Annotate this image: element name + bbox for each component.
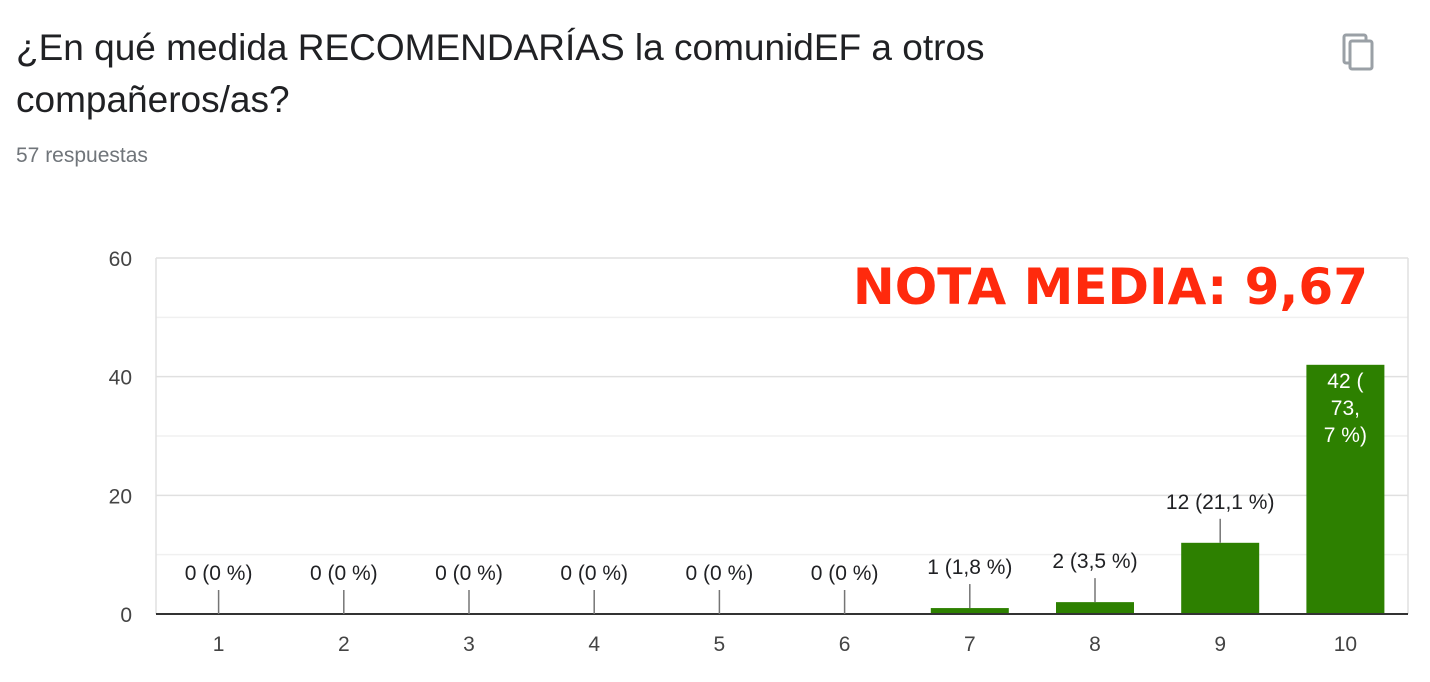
x-tick-label: 4 (588, 633, 600, 656)
bar (930, 608, 1009, 614)
response-count: 57 respuestas (16, 144, 148, 167)
y-tick-label: 0 (120, 604, 132, 627)
question-title: ¿En qué medida RECOMENDARÍAS la comunidE… (16, 27, 985, 120)
y-tick-label: 60 (109, 248, 132, 271)
data-label: 0 (0 %) (185, 562, 253, 585)
data-label: 12 (21,1 %) (1166, 491, 1275, 514)
bar (1306, 364, 1385, 614)
data-label: 0 (0 %) (686, 562, 754, 585)
data-labels: 0 (0 %) 0 (0 %) 0 (0 %) 0 (0 %) 0 (0 %) 0 (0 … (185, 370, 1367, 614)
data-label: 0 (0 %) (435, 562, 503, 585)
bar (1181, 542, 1260, 614)
data-label: 7 %) (1324, 424, 1367, 447)
x-axis-ticks: 1 2 3 4 5 6 7 8 9 10 (156, 613, 1408, 656)
y-axis-ticks: 0 20 40 60 (109, 248, 132, 627)
x-tick-label: 10 (1334, 633, 1357, 656)
bar (1056, 602, 1134, 614)
x-tick-label: 1 (213, 633, 225, 656)
data-label: 0 (0 %) (310, 562, 378, 585)
copy-icon (1342, 33, 1374, 71)
x-tick-label: 6 (839, 633, 851, 656)
data-label: 0 (0 %) (811, 562, 879, 585)
data-label: 73, (1331, 397, 1360, 420)
data-label: 1 (1,8 %) (927, 556, 1012, 579)
y-tick-label: 20 (109, 485, 132, 508)
bars (930, 364, 1385, 614)
x-tick-label: 2 (338, 633, 350, 656)
copy-chart-button[interactable] (1332, 26, 1382, 76)
x-tick-label: 9 (1214, 633, 1226, 656)
data-label: 0 (0 %) (560, 562, 628, 585)
data-label: 2 (3,5 %) (1052, 550, 1137, 573)
x-tick-label: 3 (463, 633, 475, 656)
mean-score-annotation: NOTA MEDIA: 9,67 (853, 258, 1368, 316)
x-tick-label: 7 (964, 633, 976, 656)
x-tick-label: 5 (714, 633, 726, 656)
y-tick-label: 40 (109, 367, 132, 390)
x-tick-label: 8 (1089, 633, 1101, 656)
data-label: 42 ( (1327, 370, 1363, 393)
